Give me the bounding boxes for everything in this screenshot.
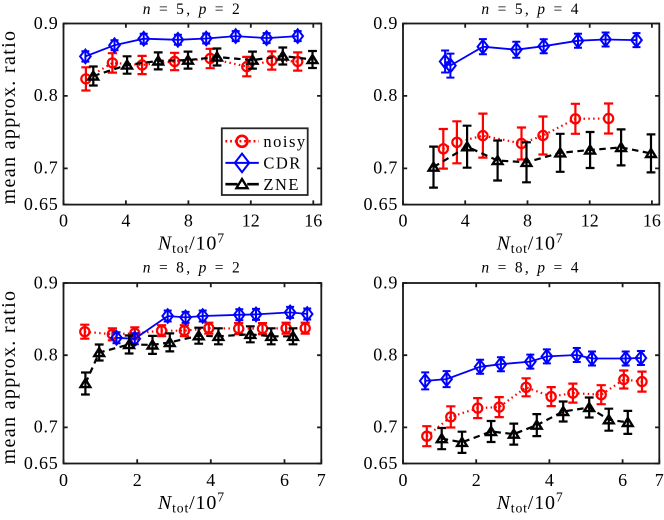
svg-text:0.9: 0.9 <box>34 272 59 292</box>
svg-text:8: 8 <box>184 211 193 231</box>
svg-text:0.65: 0.65 <box>363 194 398 214</box>
svg-text:0.65: 0.65 <box>24 194 59 214</box>
svg-text:0.65: 0.65 <box>24 453 59 473</box>
svg-text:mean approx. ratio: mean approx. ratio <box>0 30 20 205</box>
svg-text:Ntot/107: Ntot/107 <box>496 490 564 515</box>
svg-text:0.7: 0.7 <box>373 158 398 178</box>
svg-text:0: 0 <box>59 470 68 490</box>
svg-text:0.8: 0.8 <box>34 345 59 365</box>
svg-text:7: 7 <box>655 470 664 490</box>
svg-text:4: 4 <box>206 470 215 490</box>
svg-text:12: 12 <box>242 211 260 231</box>
svg-text:0.7: 0.7 <box>34 417 59 437</box>
svg-text:6: 6 <box>280 470 289 490</box>
svg-text:0: 0 <box>59 211 68 231</box>
svg-text:6: 6 <box>618 470 627 490</box>
svg-text:Ntot/107: Ntot/107 <box>157 490 225 515</box>
svg-text:noisy: noisy <box>263 132 306 151</box>
svg-text:n = 8, p = 4: n = 8, p = 4 <box>481 260 580 277</box>
svg-text:7: 7 <box>317 470 326 490</box>
svg-text:0: 0 <box>399 470 408 490</box>
svg-text:0.9: 0.9 <box>373 13 398 33</box>
svg-text:0.9: 0.9 <box>34 13 59 33</box>
svg-text:0: 0 <box>399 211 408 231</box>
svg-text:12: 12 <box>581 211 599 231</box>
svg-text:0.8: 0.8 <box>34 85 59 105</box>
svg-text:n = 5, p = 2: n = 5, p = 2 <box>143 1 242 18</box>
svg-text:n = 8, p = 2: n = 8, p = 2 <box>143 260 242 277</box>
svg-text:16: 16 <box>304 211 322 231</box>
svg-text:Ntot/107: Ntot/107 <box>496 231 564 257</box>
svg-text:2: 2 <box>133 470 142 490</box>
svg-text:n = 5, p = 4: n = 5, p = 4 <box>481 1 580 18</box>
svg-text:4: 4 <box>121 211 130 231</box>
svg-text:0.65: 0.65 <box>363 453 398 473</box>
svg-text:16: 16 <box>643 211 661 231</box>
svg-text:0.7: 0.7 <box>373 417 398 437</box>
svg-text:2: 2 <box>472 470 481 490</box>
svg-text:4: 4 <box>545 470 554 490</box>
svg-text:4: 4 <box>461 211 470 231</box>
svg-text:ZNE: ZNE <box>263 175 300 194</box>
svg-text:CDR: CDR <box>263 154 301 173</box>
svg-text:0.9: 0.9 <box>373 272 398 292</box>
svg-text:0.7: 0.7 <box>34 158 59 178</box>
svg-text:8: 8 <box>523 211 532 231</box>
svg-text:Ntot/107: Ntot/107 <box>157 231 225 257</box>
svg-text:mean approx. ratio: mean approx. ratio <box>0 290 20 465</box>
svg-text:0.8: 0.8 <box>373 85 398 105</box>
svg-text:0.8: 0.8 <box>373 345 398 365</box>
